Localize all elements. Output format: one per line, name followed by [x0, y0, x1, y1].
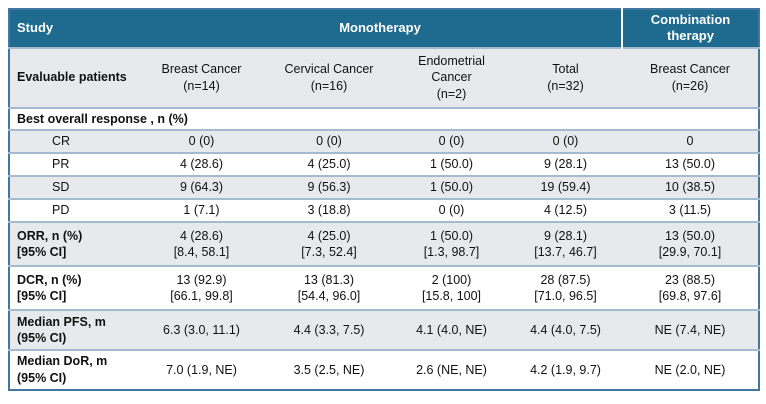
cell: 4 (28.6) [8.4, 58.1] [139, 221, 264, 267]
row-label-median-dor: Median DoR, m (95% CI) [9, 349, 139, 391]
results-table: Study Monotherapy Combination therapy Ev… [8, 8, 760, 392]
cell: 3.5 (2.5, NE) [264, 349, 394, 391]
row-label-pd: PD [9, 198, 139, 223]
cell: 28 (87.5) [71.0, 96.5] [509, 265, 622, 311]
cell: 1 (50.0) [394, 175, 509, 200]
cell: 13 (50.0) [622, 152, 759, 177]
cell: 2 (100) [15.8, 100] [394, 265, 509, 311]
cell: 2.6 (NE, NE) [394, 349, 509, 391]
cell: 3 (11.5) [622, 198, 759, 223]
table-row-orr: ORR, n (%) [95% CI] 4 (28.6) [8.4, 58.1]… [9, 221, 759, 267]
cell: 13 (92.9) [66.1, 99.8] [139, 265, 264, 311]
cell: 10 (38.5) [622, 175, 759, 200]
cell: 13 (50.0) [29.9, 70.1] [622, 221, 759, 267]
cell: 13 (81.3) [54.4, 96.0] [264, 265, 394, 311]
table-row-pr: PR 4 (28.6) 4 (25.0) 1 (50.0) 9 (28.1) 1… [9, 152, 759, 177]
row-label-sd: SD [9, 175, 139, 200]
cell: 0 (0) [139, 129, 264, 154]
section-best-overall-response: Best overall response , n (%) [9, 106, 759, 131]
header-study: Study [9, 9, 139, 48]
cell: 1 (7.1) [139, 198, 264, 223]
cell: 9 (28.1) [509, 152, 622, 177]
table-subheader-row: Evaluable patients Breast Cancer (n=14) … [9, 46, 759, 108]
table-row-median-dor: Median DoR, m (95% CI) 7.0 (1.9, NE) 3.5… [9, 349, 759, 391]
header-monotherapy: Monotherapy [139, 9, 622, 48]
row-label-pr: PR [9, 152, 139, 177]
table-title-row: Study Monotherapy Combination therapy [9, 9, 759, 48]
cell: NE (7.4, NE) [622, 309, 759, 351]
cell: 0 (0) [394, 129, 509, 154]
cell: 4.4 (4.0, 7.5) [509, 309, 622, 351]
row-label-cr: CR [9, 129, 139, 154]
cell: 0 (0) [509, 129, 622, 154]
column-header-breast-cancer-mono: Breast Cancer (n=14) [139, 46, 264, 108]
cell: 0 (0) [394, 198, 509, 223]
column-header-endometrial-cancer: Endometrial Cancer (n=2) [394, 46, 509, 108]
cell: 1 (50.0) [394, 152, 509, 177]
table-row-sd: SD 9 (64.3) 9 (56.3) 1 (50.0) 19 (59.4) … [9, 175, 759, 200]
cell: 23 (88.5) [69.8, 97.6] [622, 265, 759, 311]
column-header-breast-cancer-combo: Breast Cancer (n=26) [622, 46, 759, 108]
column-header-cervical-cancer: Cervical Cancer (n=16) [264, 46, 394, 108]
column-header-total: Total (n=32) [509, 46, 622, 108]
cell: 1 (50.0) [1.3, 98.7] [394, 221, 509, 267]
cell: 6.3 (3.0, 11.1) [139, 309, 264, 351]
cell: NE (2.0, NE) [622, 349, 759, 391]
table-row-median-pfs: Median PFS, m (95% CI) 6.3 (3.0, 11.1) 4… [9, 309, 759, 351]
cell: 4 (28.6) [139, 152, 264, 177]
row-label-median-pfs: Median PFS, m (95% CI) [9, 309, 139, 351]
row-label-orr: ORR, n (%) [95% CI] [9, 221, 139, 267]
row-label-dcr: DCR, n (%) [95% CI] [9, 265, 139, 311]
cell: 9 (28.1) [13.7, 46.7] [509, 221, 622, 267]
cell: 0 [622, 129, 759, 154]
cell: 19 (59.4) [509, 175, 622, 200]
cell: 4 (25.0) [7.3, 52.4] [264, 221, 394, 267]
cell: 4 (12.5) [509, 198, 622, 223]
cell: 0 (0) [264, 129, 394, 154]
cell: 9 (56.3) [264, 175, 394, 200]
table-row-dcr: DCR, n (%) [95% CI] 13 (92.9) [66.1, 99.… [9, 265, 759, 311]
subheader-evaluable-patients: Evaluable patients [9, 46, 139, 108]
table-row-cr: CR 0 (0) 0 (0) 0 (0) 0 (0) 0 [9, 129, 759, 154]
section-header-label: Best overall response , n (%) [9, 106, 759, 131]
cell: 4.2 (1.9, 9.7) [509, 349, 622, 391]
cell: 3 (18.8) [264, 198, 394, 223]
cell: 4 (25.0) [264, 152, 394, 177]
cell: 7.0 (1.9, NE) [139, 349, 264, 391]
cell: 4.4 (3.3, 7.5) [264, 309, 394, 351]
table-row-pd: PD 1 (7.1) 3 (18.8) 0 (0) 4 (12.5) 3 (11… [9, 198, 759, 223]
cell: 9 (64.3) [139, 175, 264, 200]
cell: 4.1 (4.0, NE) [394, 309, 509, 351]
header-combination-therapy: Combination therapy [621, 9, 759, 48]
